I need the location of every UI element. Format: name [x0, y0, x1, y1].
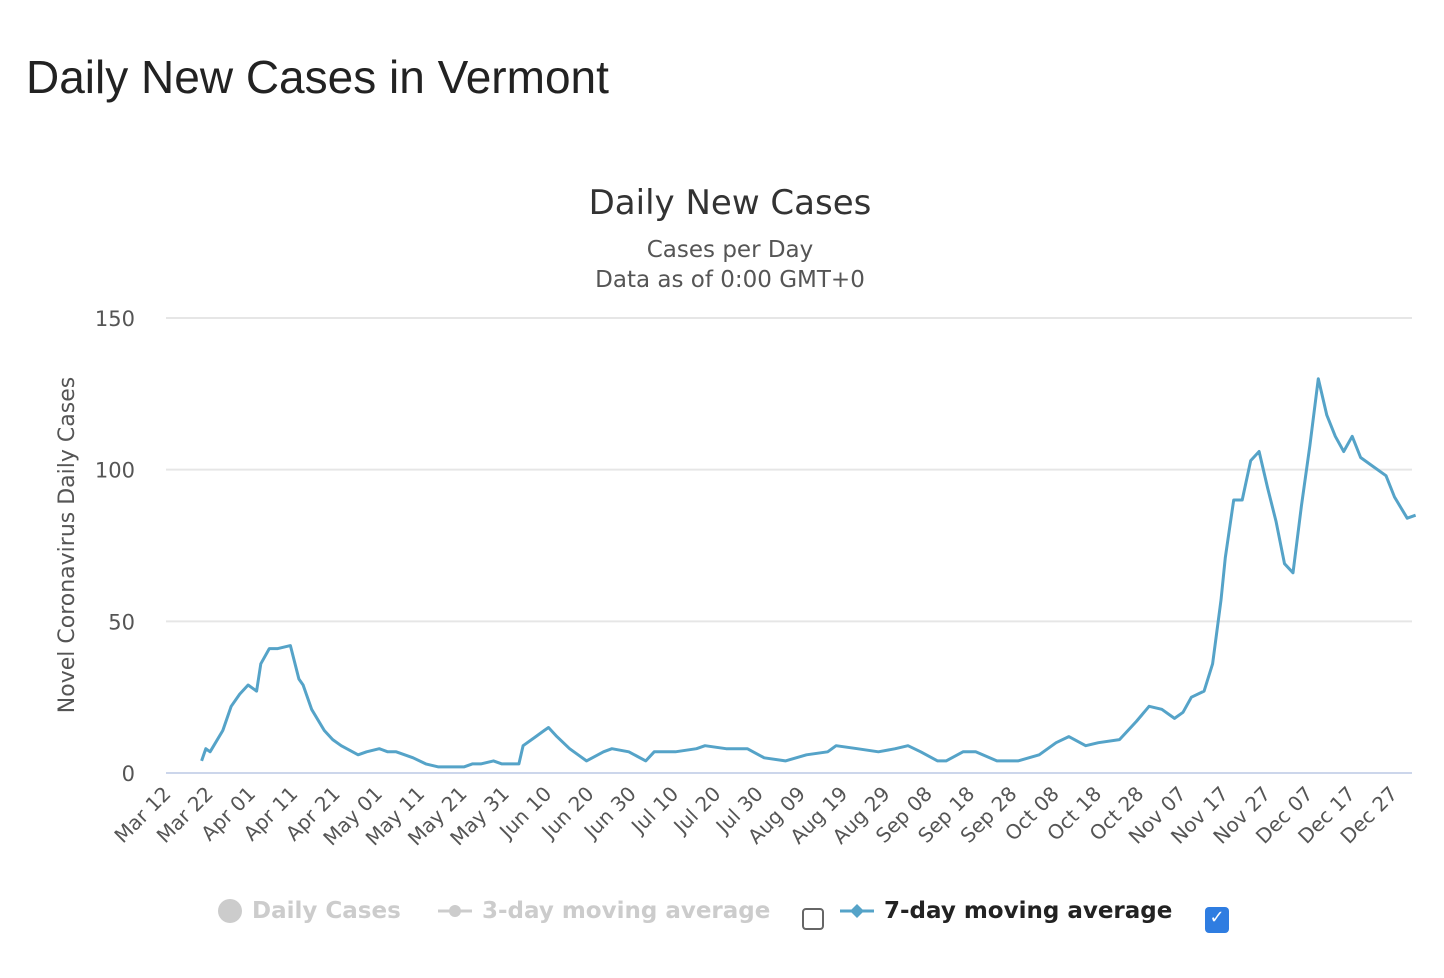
legend-item-7-day-average[interactable]: 7-day moving average	[840, 898, 1172, 924]
line-diamond-icon	[438, 905, 472, 917]
y-tick-label: 100	[95, 459, 135, 483]
circle-icon	[218, 899, 242, 923]
y-axis-label: Novel Coronavirus Daily Cases	[55, 377, 80, 713]
y-tick-label: 50	[108, 610, 135, 634]
y-tick-label: 0	[122, 762, 135, 786]
legend: Daily Cases 3-day moving average 7-day m…	[0, 898, 1444, 938]
chart-subtitle-1: Cases per Day	[647, 237, 814, 263]
x-tick-label: Jul 20	[667, 782, 725, 840]
checkmark-icon: ✓	[1209, 907, 1225, 928]
7-day-average-checkbox[interactable]: ✓	[1205, 907, 1229, 933]
legend-label: Daily Cases	[252, 898, 401, 924]
x-tick-label: Jul 10	[625, 782, 683, 840]
chart-title: Daily New Cases	[589, 183, 872, 223]
line-diamond-icon	[840, 904, 874, 918]
series-line-7-day-average	[200, 377, 1417, 769]
y-tick-label: 150	[95, 307, 135, 331]
page-title: Daily New Cases in Vermont	[26, 51, 609, 103]
3-day-average-checkbox[interactable]	[802, 908, 824, 930]
chart-subtitle-2: Data as of 0:00 GMT+0	[595, 267, 865, 293]
legend-label: 7-day moving average	[884, 898, 1173, 924]
legend-item-daily-cases[interactable]: Daily Cases	[218, 898, 401, 924]
legend-item-3-day-average[interactable]: 3-day moving average	[438, 898, 770, 924]
legend-label: 3-day moving average	[482, 898, 771, 924]
